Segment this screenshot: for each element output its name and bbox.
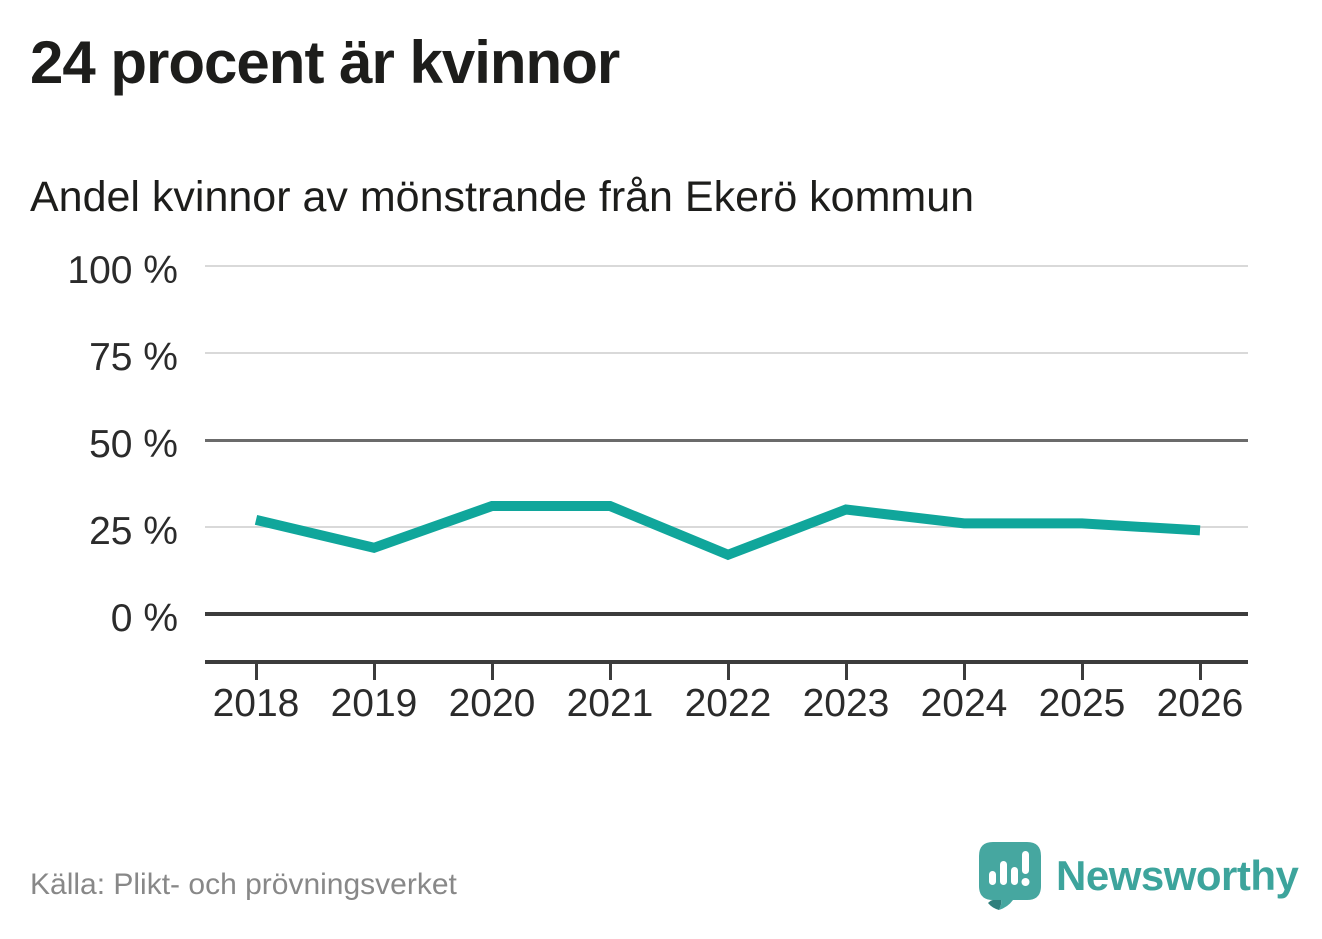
newsworthy-bubble-chart-icon (979, 842, 1041, 910)
x-tick-label: 2025 (1038, 682, 1126, 725)
x-tick-label: 2020 (448, 682, 536, 725)
x-tick-label: 2019 (330, 682, 418, 725)
gridline-25 (205, 525, 1248, 528)
x-tick (609, 664, 612, 680)
chart-subtitle: Andel kvinnor av mönstrande från Ekerö k… (30, 173, 975, 221)
x-tick (255, 664, 258, 680)
newsworthy-wordmark: Newsworthy (1056, 852, 1299, 899)
gridline-75 (205, 351, 1248, 354)
chart-title: 24 procent är kvinnor (30, 29, 620, 96)
gridline-0 (205, 612, 1248, 616)
x-tick (1199, 664, 1202, 680)
x-tick-label: 2023 (802, 682, 890, 725)
series-line (254, 501, 1201, 561)
y-tick-label: 75 % (89, 335, 178, 379)
y-tick-label: 25 % (89, 509, 178, 553)
x-tick-label: 2024 (920, 682, 1008, 725)
source-text: Källa: Plikt- och prövningsverket (30, 868, 457, 901)
x-tick-label: 2022 (684, 682, 772, 725)
y-tick-label: 0 % (110, 597, 178, 640)
x-tick (963, 664, 966, 680)
gridline-100 (205, 264, 1248, 267)
newsworthy-logo: Newsworthy (978, 842, 1299, 910)
y-tick-label: 100 % (67, 248, 178, 292)
x-tick (845, 664, 848, 680)
x-tick-label: 2026 (1156, 682, 1244, 725)
x-tick (727, 664, 730, 680)
y-tick-label: 50 % (89, 422, 178, 466)
x-tick (491, 664, 494, 680)
x-tick (1081, 664, 1084, 680)
x-axis-line (205, 660, 1248, 664)
x-tick (373, 664, 376, 680)
x-tick-label: 2021 (566, 682, 654, 725)
x-tick-label: 2018 (212, 682, 300, 725)
gridline-50 (205, 438, 1248, 442)
